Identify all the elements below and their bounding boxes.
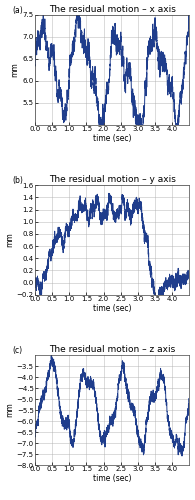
Title: The residual motion – z axis: The residual motion – z axis — [49, 346, 175, 354]
X-axis label: time (sec): time (sec) — [93, 474, 131, 483]
X-axis label: time (sec): time (sec) — [93, 304, 131, 312]
Title: The residual motion – x axis: The residual motion – x axis — [49, 5, 176, 14]
Y-axis label: mm: mm — [11, 62, 20, 78]
X-axis label: time (sec): time (sec) — [93, 134, 131, 142]
Title: The residual motion – y axis: The residual motion – y axis — [49, 176, 176, 184]
Text: (b): (b) — [12, 176, 23, 186]
Y-axis label: mm: mm — [5, 232, 14, 248]
Text: (a): (a) — [12, 6, 23, 15]
Text: (c): (c) — [12, 346, 22, 356]
Y-axis label: mm: mm — [5, 402, 14, 417]
